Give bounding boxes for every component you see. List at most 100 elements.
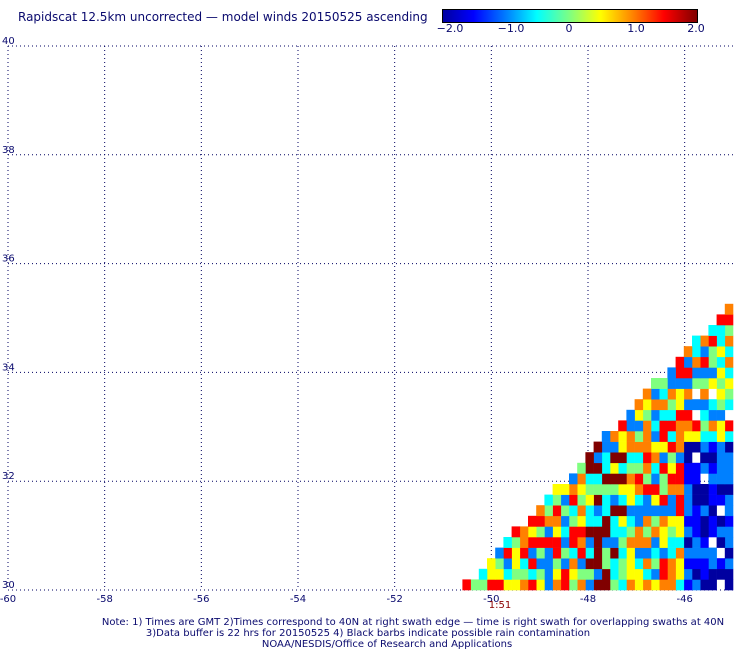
wind-cell <box>503 537 512 548</box>
wind-cell <box>683 441 693 453</box>
wind-cell <box>618 484 627 495</box>
lat-tick-label: 32 <box>2 471 15 482</box>
wind-cell <box>716 335 726 347</box>
wind-cell <box>692 346 701 358</box>
wind-cell <box>700 462 709 474</box>
wind-cell <box>708 431 717 442</box>
wind-cell <box>601 462 611 474</box>
wind-cell <box>692 515 701 527</box>
wind-cell <box>503 568 512 580</box>
wind-cell <box>667 367 676 379</box>
wind-cell <box>724 515 734 527</box>
wind-cell <box>585 505 594 517</box>
wind-cell <box>577 484 586 495</box>
wind-cell <box>700 526 709 538</box>
wind-cell <box>618 526 627 538</box>
wind-cell <box>716 356 726 368</box>
wind-cell <box>651 537 660 548</box>
wind-cell <box>675 568 685 580</box>
wind-cell <box>659 431 668 442</box>
wind-cell <box>700 420 709 432</box>
wind-cell <box>601 494 611 506</box>
wind-cell <box>642 388 652 400</box>
wind-cell <box>683 462 693 474</box>
wind-cell <box>716 515 726 527</box>
wind-cell <box>724 303 734 315</box>
wind-cell <box>577 515 586 527</box>
wind-cell <box>700 558 709 570</box>
wind-cell <box>683 367 693 379</box>
wind-cell <box>700 537 709 548</box>
wind-cell <box>675 484 685 495</box>
wind-cell <box>683 452 693 464</box>
wind-cell <box>593 505 603 517</box>
wind-cell <box>651 473 660 485</box>
wind-cell <box>651 558 660 570</box>
wind-cell <box>667 462 676 474</box>
wind-cell <box>667 568 676 580</box>
wind-cell <box>724 462 734 474</box>
wind-cell <box>700 378 709 389</box>
wind-cell <box>544 526 553 538</box>
wind-cell <box>519 558 529 570</box>
wind-cell <box>692 547 701 559</box>
wind-cell <box>667 515 676 527</box>
wind-cell <box>675 367 685 379</box>
colorbar-label: −1.0 <box>497 22 525 35</box>
wind-cell <box>708 346 717 358</box>
wind-cell <box>683 378 693 389</box>
wind-cell <box>700 399 709 411</box>
lat-tick-label: 36 <box>2 254 15 265</box>
wind-cell <box>708 325 717 336</box>
wind-cell <box>724 568 734 580</box>
wind-cell <box>659 484 668 495</box>
wind-cell <box>593 473 603 485</box>
wind-cell <box>495 579 504 591</box>
wind-cell <box>692 420 701 432</box>
wind-cell <box>716 526 726 538</box>
wind-cell <box>667 378 676 389</box>
lon-tick-label: -46 <box>676 594 692 605</box>
wind-cell <box>577 494 586 506</box>
wind-cell <box>716 314 726 326</box>
wind-cell <box>593 515 603 527</box>
wind-cell <box>544 505 553 517</box>
wind-cell <box>724 431 734 442</box>
wind-cell <box>724 494 734 506</box>
wind-cell <box>544 494 553 506</box>
wind-cell <box>552 558 562 570</box>
wind-cell <box>593 526 603 538</box>
wind-cell <box>659 473 668 485</box>
wind-cell <box>601 547 611 559</box>
wind-cell <box>634 568 644 580</box>
wind-cell <box>683 388 693 400</box>
wind-cell <box>716 558 726 570</box>
wind-cell <box>585 515 594 527</box>
wind-cell <box>585 547 594 559</box>
wind-cell <box>692 431 701 442</box>
wind-cell <box>659 378 668 389</box>
wind-cell <box>593 579 603 591</box>
wind-cell <box>724 314 734 326</box>
wind-cell <box>700 388 709 400</box>
wind-cell <box>519 526 529 538</box>
wind-cell <box>610 441 619 453</box>
wind-cell <box>716 325 726 336</box>
wind-cell <box>651 409 660 421</box>
wind-cell <box>585 558 594 570</box>
wind-cell <box>692 484 701 495</box>
wind-cell <box>667 399 676 411</box>
wind-cell <box>659 409 668 421</box>
wind-cell <box>610 558 619 570</box>
wind-cell <box>659 441 668 453</box>
wind-cell <box>642 441 652 453</box>
wind-cell <box>708 399 717 411</box>
wind-cell <box>683 558 693 570</box>
wind-cell <box>626 409 635 421</box>
wind-cell <box>642 505 652 517</box>
lon-tick-label: -52 <box>386 594 402 605</box>
wind-cell <box>716 462 726 474</box>
wind-cell <box>724 325 734 336</box>
wind-cell <box>700 505 709 517</box>
wind-cell <box>651 399 660 411</box>
